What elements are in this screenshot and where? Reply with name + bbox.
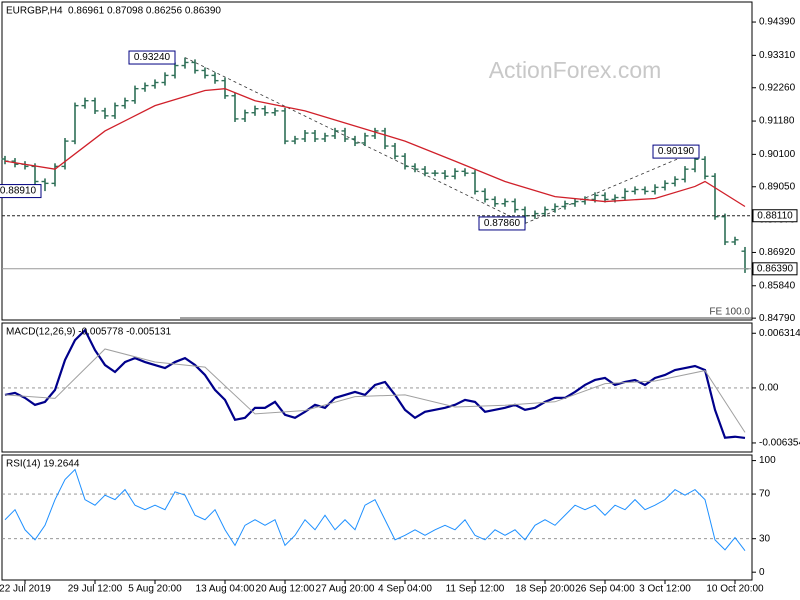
trend-line	[524, 151, 696, 224]
panel-frame	[1, 1, 753, 321]
y-tick-label: 0.93310	[759, 50, 796, 61]
price-level-label: 0.88110	[757, 210, 793, 221]
indicator-line	[4, 348, 746, 433]
fe-label: FE 100.0	[709, 307, 750, 318]
panel-title: EURGBP,H4 0.86961 0.87098 0.86256 0.8639…	[6, 6, 221, 17]
x-tick-label: 20 Aug 12:00	[256, 584, 315, 595]
y-tick-label: 70	[759, 489, 771, 500]
y-tick-label: 30	[759, 533, 771, 544]
x-tick-label: 27 Aug 20:00	[316, 584, 375, 595]
watermark: ActionForex.com	[489, 57, 662, 83]
x-tick-label: 5 Aug 20:00	[128, 584, 182, 595]
y-tick-label: 0	[759, 567, 765, 578]
panel-title: RSI(14) 19.2644	[6, 459, 80, 470]
annotation-label: 0.90190	[658, 146, 695, 157]
y-tick-label: 100	[759, 455, 776, 466]
y-tick-label: 0.94390	[759, 17, 796, 28]
y-tick-label: 0.85840	[759, 280, 796, 291]
y-tick-label: 0.89050	[759, 181, 796, 192]
y-tick-label: 0.00	[759, 383, 779, 394]
y-tick-label: 0.86920	[759, 247, 796, 258]
annotation-box	[652, 144, 700, 159]
x-tick-label: 29 Jul 12:00	[68, 584, 123, 595]
moving-average	[4, 88, 746, 208]
annotation-box	[128, 50, 176, 65]
y-tick-label: 0.92260	[759, 82, 796, 93]
annotation-label: 0.93240	[134, 52, 171, 63]
y-tick-label: 0.006314	[759, 328, 800, 339]
x-tick-label: 13 Aug 04:00	[196, 584, 255, 595]
x-tick-label: 26 Sep 04:00	[575, 584, 635, 595]
panel-title: MACD(12,26,9) -0.005778 -0.005131	[6, 327, 172, 338]
y-tick-label: 0.90100	[759, 149, 796, 160]
price-level-box	[752, 262, 798, 276]
x-tick-label: 22 Jul 2019	[0, 584, 51, 595]
y-tick-label: 0.84790	[759, 313, 796, 324]
price-level-label: 0.86390	[757, 263, 794, 274]
annotation-box	[478, 216, 526, 231]
x-tick-label: 4 Sep 04:00	[378, 584, 432, 595]
price-level-box	[752, 209, 798, 223]
x-tick-label: 18 Sep 20:00	[515, 584, 575, 595]
y-tick-label: -0.006354	[759, 438, 800, 449]
y-tick-label: 0.91180	[759, 116, 795, 127]
panel-frame	[1, 454, 753, 581]
indicator-line	[4, 468, 746, 551]
annotation-box	[0, 184, 42, 199]
annotation-label: 0.88910	[0, 186, 37, 197]
x-tick-label: 11 Sep 12:00	[446, 584, 505, 595]
annotation-label: 0.87860	[484, 218, 521, 229]
x-tick-label: 10 Oct 20:00	[706, 584, 764, 595]
x-tick-label: 3 Oct 12:00	[639, 584, 691, 595]
